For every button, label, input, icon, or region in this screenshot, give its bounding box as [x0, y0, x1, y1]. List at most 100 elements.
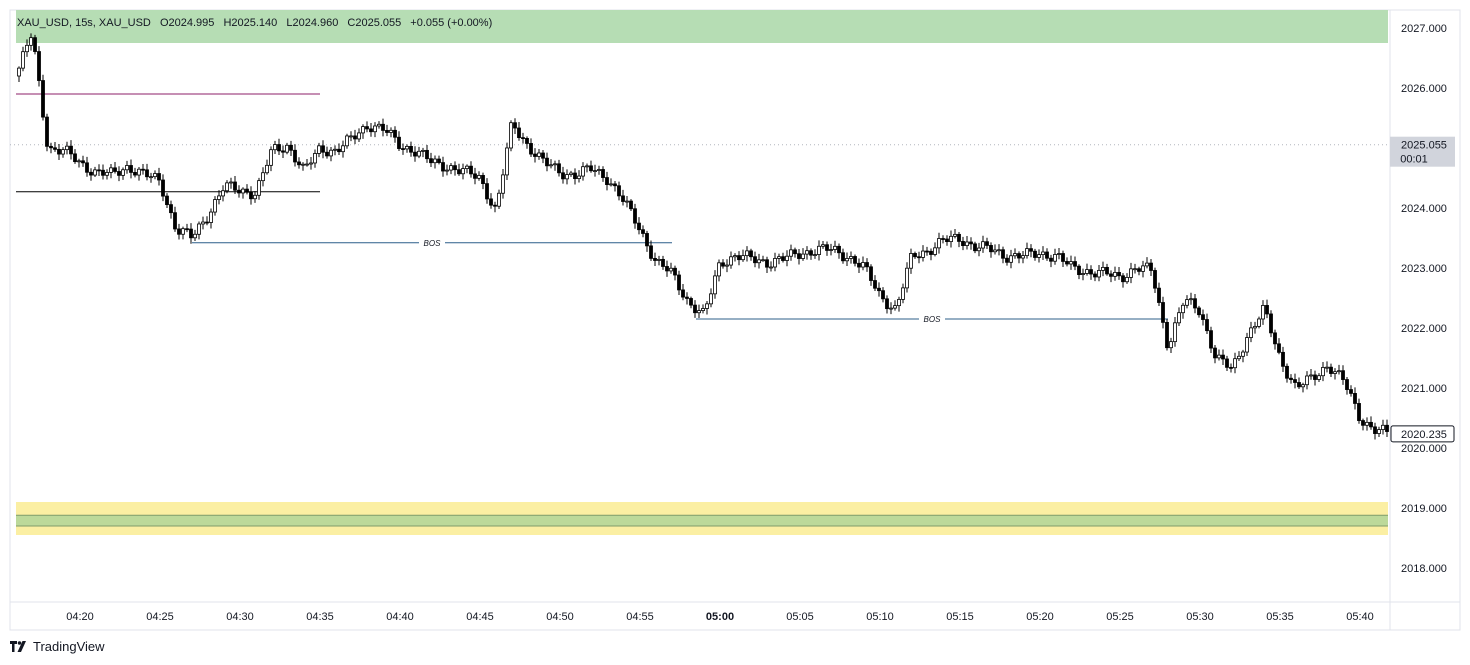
candle-body[interactable] [1021, 255, 1025, 259]
candle-body[interactable] [973, 243, 977, 252]
candle-body[interactable] [377, 123, 381, 127]
candle-body[interactable] [669, 267, 673, 272]
candle-body[interactable] [121, 169, 125, 176]
candle-body[interactable] [33, 37, 37, 52]
candle-body[interactable] [1321, 367, 1325, 377]
candle-body[interactable] [1005, 257, 1009, 263]
candle-body[interactable] [233, 181, 237, 191]
candle-body[interactable] [781, 256, 785, 261]
candle-body[interactable] [453, 165, 457, 171]
candle-body[interactable] [45, 116, 49, 147]
candle-body[interactable] [673, 267, 677, 276]
candle-body[interactable] [1085, 269, 1089, 274]
candle-body[interactable] [1153, 270, 1157, 289]
candle-body[interactable] [901, 287, 905, 300]
candle-body[interactable] [1325, 366, 1329, 369]
candle-body[interactable] [1105, 266, 1109, 275]
candle-body[interactable] [1273, 332, 1277, 345]
candle-body[interactable] [569, 172, 573, 175]
candle-body[interactable] [41, 80, 45, 118]
candle-body[interactable] [273, 144, 277, 151]
candle-body[interactable] [1205, 319, 1209, 332]
candle-body[interactable] [1037, 254, 1041, 258]
candle-body[interactable] [253, 194, 257, 200]
candle-body[interactable] [1373, 426, 1377, 434]
candle-body[interactable] [689, 298, 693, 306]
candle-body[interactable] [617, 185, 621, 197]
candle-body[interactable] [1077, 265, 1081, 275]
candle-body[interactable] [1101, 266, 1105, 271]
candle-body[interactable] [1181, 304, 1185, 314]
candle-body[interactable] [913, 253, 917, 258]
candle-body[interactable] [521, 137, 525, 140]
candle-body[interactable] [261, 172, 265, 182]
candle-body[interactable] [289, 144, 293, 151]
candle-body[interactable] [161, 179, 165, 197]
candle-body[interactable] [1189, 298, 1193, 301]
candle-body[interactable] [181, 228, 185, 235]
candle-body[interactable] [997, 249, 1001, 252]
candle-body[interactable] [857, 262, 861, 268]
candle-body[interactable] [1129, 268, 1133, 278]
candle-body[interactable] [361, 126, 365, 134]
candle-body[interactable] [817, 245, 821, 255]
candle-body[interactable] [61, 149, 65, 155]
candle-body[interactable] [341, 145, 345, 153]
candle-body[interactable] [1081, 273, 1085, 275]
candle-body[interactable] [625, 200, 629, 203]
candle-body[interactable] [1093, 273, 1097, 278]
candle-body[interactable] [993, 249, 997, 253]
candle-body[interactable] [349, 135, 353, 138]
candle-body[interactable] [37, 51, 41, 81]
candle-body[interactable] [201, 221, 205, 225]
candle-body[interactable] [513, 122, 517, 129]
candle-body[interactable] [357, 132, 361, 140]
candle-body[interactable] [1133, 268, 1137, 271]
candle-body[interactable] [473, 173, 477, 179]
candle-body[interactable] [1249, 327, 1253, 338]
candle-body[interactable] [509, 122, 513, 149]
candle-body[interactable] [801, 253, 805, 259]
candle-body[interactable] [461, 168, 465, 175]
candle-body[interactable] [457, 169, 461, 175]
candle-body[interactable] [1177, 312, 1181, 324]
candle-body[interactable] [229, 181, 233, 184]
candle-body[interactable] [413, 151, 417, 157]
candle-body[interactable] [761, 259, 765, 262]
candle-body[interactable] [1029, 248, 1033, 252]
candle-body[interactable] [213, 199, 217, 213]
candle-body[interactable] [501, 174, 505, 194]
candle-body[interactable] [601, 169, 605, 178]
candle-body[interactable] [25, 44, 29, 53]
candle-body[interactable] [957, 233, 961, 242]
candle-body[interactable] [313, 153, 317, 164]
candle-body[interactable] [977, 247, 981, 252]
candle-body[interactable] [1121, 275, 1125, 283]
candle-body[interactable] [245, 188, 249, 193]
candle-body[interactable] [557, 163, 561, 174]
candle-body[interactable] [1353, 393, 1357, 404]
candle-body[interactable] [553, 163, 557, 166]
candle-body[interactable] [645, 233, 649, 247]
candle-body[interactable] [469, 165, 473, 175]
candle-body[interactable] [1061, 253, 1065, 262]
candle-body[interactable] [265, 164, 269, 174]
candle-body[interactable] [969, 241, 973, 245]
candle-body[interactable] [1357, 403, 1361, 421]
candle-body[interactable] [649, 245, 653, 259]
candle-body[interactable] [561, 172, 565, 180]
candle-body[interactable] [1157, 287, 1161, 303]
candle-body[interactable] [1009, 255, 1013, 263]
candle-body[interactable] [237, 189, 241, 194]
candle-body[interactable] [1345, 379, 1349, 390]
candle-body[interactable] [497, 192, 501, 207]
candle-body[interactable] [73, 153, 77, 163]
candle-body[interactable] [425, 149, 429, 160]
candle-body[interactable] [741, 255, 745, 261]
candle-body[interactable] [1225, 358, 1229, 368]
candle-body[interactable] [65, 145, 69, 151]
candle-body[interactable] [1117, 272, 1121, 277]
candle-body[interactable] [185, 228, 189, 231]
